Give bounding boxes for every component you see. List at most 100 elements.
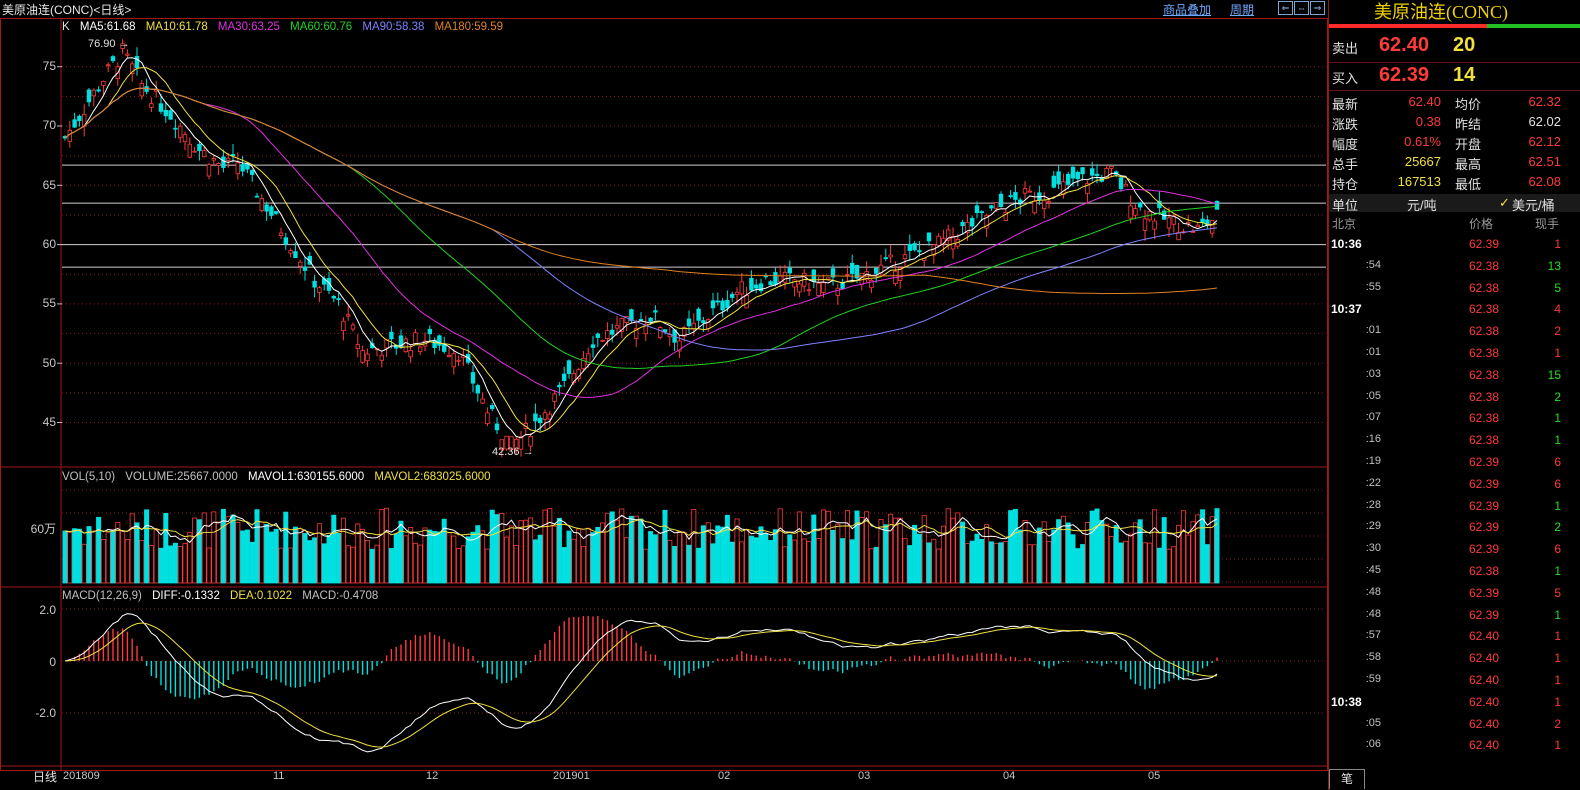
nav-right-button[interactable]: ⇒ — [1310, 1, 1325, 15]
volume-bar — [532, 539, 538, 584]
volume-bar — [1108, 536, 1114, 584]
candle-body — [470, 372, 476, 384]
volume-bar — [964, 543, 970, 584]
volume-bar — [1046, 540, 1052, 584]
unit-option-rmb[interactable]: 元/吨 — [1407, 198, 1437, 213]
candle-body — [792, 279, 797, 288]
ma60-value: MA60:60.76 — [290, 21, 353, 33]
volume-bar — [494, 514, 500, 584]
candle-body — [835, 287, 840, 296]
candle-body — [581, 357, 586, 370]
tick-volume: 1 — [1554, 411, 1561, 426]
candle-body — [221, 156, 226, 168]
candle-body — [950, 236, 956, 250]
volume-bar — [139, 539, 145, 584]
unit-option-usd[interactable]: 美元/桶 — [1512, 198, 1555, 213]
volume-bar — [571, 538, 577, 584]
tick-time: 10:36 — [1331, 237, 1362, 251]
ma90-value: MA90:58.38 — [362, 21, 425, 33]
volume-bar — [1017, 529, 1023, 584]
candle-body — [230, 154, 236, 157]
candle-body — [269, 206, 274, 216]
candle-body — [902, 254, 908, 260]
period-tab-daily[interactable]: 日线 — [33, 770, 58, 784]
volume-bar — [1142, 542, 1148, 584]
volume-bar — [292, 526, 298, 584]
nav-left-button[interactable]: ⇐ — [1278, 1, 1293, 15]
volume-bar — [96, 516, 102, 584]
tick-price: 62.38 — [1468, 367, 1499, 382]
candle-body — [907, 243, 912, 251]
candle-body — [1128, 205, 1133, 219]
tick-price: 62.39 — [1468, 476, 1499, 491]
tick-volume: 2 — [1554, 520, 1561, 535]
volume-bar — [811, 514, 817, 584]
ma30-value: MA30:63.25 — [217, 21, 280, 33]
ma10-line — [64, 67, 1218, 433]
candle-body — [1214, 200, 1220, 210]
volume-bar — [590, 532, 596, 584]
candle-body — [725, 299, 730, 308]
candle-body — [360, 350, 365, 363]
volume-bar — [513, 545, 519, 584]
candle-body — [1075, 171, 1080, 180]
tick-price: 62.38 — [1468, 411, 1499, 426]
volume-bar — [446, 532, 452, 584]
tick-volume: 15 — [1547, 367, 1561, 382]
candle-body — [206, 164, 212, 177]
volume-bar — [100, 539, 106, 584]
candle-body — [177, 125, 183, 139]
tick-time: :03 — [1365, 367, 1381, 380]
candle-body — [590, 344, 596, 348]
candle-body — [413, 332, 418, 344]
volume-bar — [969, 540, 975, 584]
volume-bar — [955, 512, 961, 584]
sell-label: 卖出 — [1332, 41, 1359, 56]
volume-bar — [662, 509, 668, 584]
period-link[interactable]: 周期 — [1230, 3, 1255, 17]
candle-body — [883, 257, 888, 260]
tick-volume: 6 — [1554, 455, 1561, 469]
candle-body — [139, 83, 144, 97]
tick-time: :45 — [1365, 564, 1381, 576]
x-label-02: 02 — [718, 770, 731, 782]
ma5-value: MA5:61.68 — [79, 21, 136, 33]
candle-body — [730, 293, 735, 298]
tick-row: 10:37 62.38 4 — [1329, 301, 1580, 321]
stat-label: 最新 — [1332, 97, 1359, 112]
tick-time: :01 — [1365, 324, 1381, 337]
candle-body — [979, 211, 984, 214]
tab-ticks[interactable]: 笔 — [1329, 769, 1365, 789]
candle-body — [91, 89, 96, 97]
candle-body — [1094, 173, 1100, 176]
volume-bar — [105, 532, 111, 584]
volume-bar — [76, 528, 82, 584]
stat-label: 均价 — [1455, 97, 1482, 112]
tick-time: 10:38 — [1331, 694, 1362, 709]
tick-price: 62.38 — [1468, 389, 1499, 404]
volume-bar — [283, 511, 289, 584]
volume-bar — [1137, 519, 1143, 584]
volume-bar — [998, 542, 1004, 584]
volume-bar — [1123, 540, 1129, 584]
nav-zoom-button[interactable]: ⇔ — [1294, 1, 1309, 15]
kline-chart-area[interactable]: 美原油连(CONC)<日线> 商品叠加 周期 ⇐ ⇔ ⇒ K MA5:61.68… — [0, 0, 1328, 790]
stat-value: 167513 — [1397, 174, 1441, 189]
candle-body — [936, 235, 941, 246]
candle-body — [854, 264, 860, 279]
stat-value: 62.51 — [1528, 154, 1561, 169]
volume-bar — [744, 529, 750, 584]
x-label-11: 11 — [273, 770, 285, 782]
candle-body — [216, 163, 221, 166]
candle-body — [1138, 202, 1143, 208]
volume-bar — [312, 537, 318, 584]
candle-body — [1200, 218, 1205, 223]
volume-bar — [859, 517, 865, 584]
candle-body — [1166, 217, 1172, 229]
commodity-overlay-link[interactable]: 商品叠加 — [1163, 3, 1212, 17]
volume-bar — [931, 538, 937, 584]
volume-bar — [686, 544, 692, 584]
volume-bar — [748, 535, 754, 584]
candle-body — [538, 417, 543, 424]
kline-chart-svg[interactable] — [0, 0, 1328, 790]
